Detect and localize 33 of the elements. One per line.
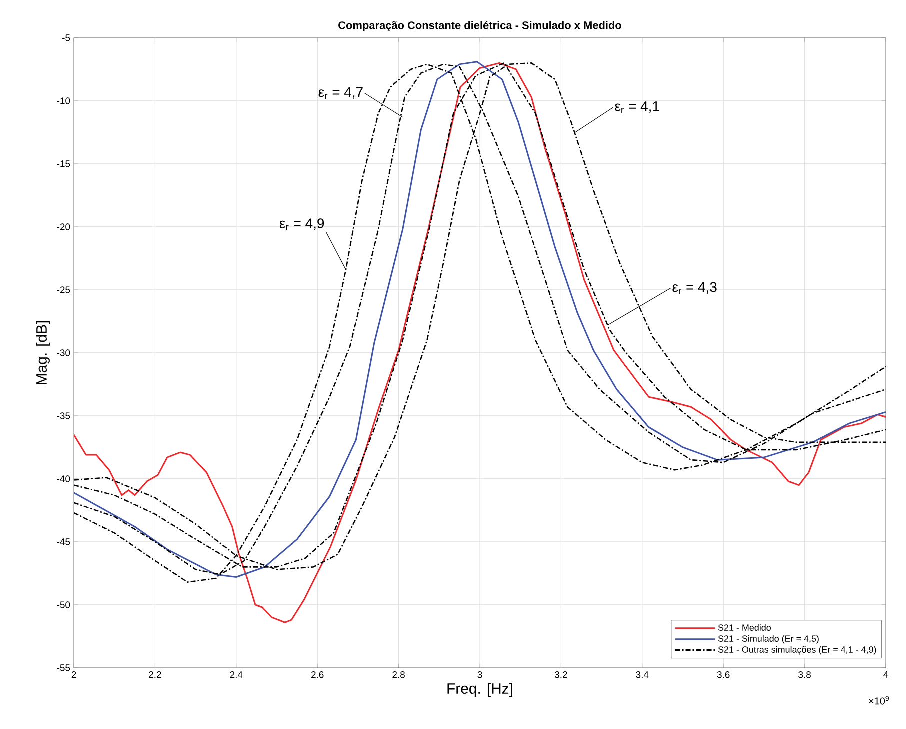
annotation: ε$_{r}$ = 4,1 (615, 102, 660, 114)
annotation: ε$_{r}$ = 4,9 (280, 218, 324, 231)
legend-label: S21 - Medido (718, 624, 771, 631)
x-tick-label: 3 (478, 672, 482, 678)
y-tick-label: -55 (57, 664, 70, 672)
annotation: ε$_{r}$ = 4,7 (318, 87, 363, 100)
y-tick-label: -15 (57, 160, 70, 168)
x-axis-title: Freq. [Hz] (448, 683, 512, 697)
text: ×10$^{9}$ (869, 696, 889, 705)
x-tick-label: 2.4 (230, 672, 243, 678)
y-tick-label: -25 (57, 286, 70, 294)
x-tick-label: 2 (72, 672, 76, 678)
annotation: ε$_{r}$ = 4,3 (672, 282, 717, 294)
y-axis-title: Mag. [dB] (36, 321, 50, 384)
y-tick-label: -35 (57, 412, 70, 420)
x-tick-label: 3.4 (636, 672, 649, 678)
y-tick-label: -45 (57, 538, 70, 546)
x-tick-label: 3.2 (554, 672, 568, 678)
x-tick-label: 2.8 (392, 672, 405, 678)
y-tick-label: -50 (57, 602, 70, 608)
x-tick-label: 3.8 (798, 672, 811, 678)
y-tick-label: -40 (57, 476, 70, 482)
y-tick-label: -30 (57, 350, 70, 356)
y-tick-label: -20 (57, 224, 70, 230)
chart-title: Comparação Constante dielétrica - Simulado x Medido (338, 21, 622, 32)
x-tick-label: 3.6 (717, 672, 730, 678)
x-tick-label: 4 (884, 672, 888, 678)
x-tick-label: 2.2 (149, 672, 162, 678)
legend-label: S21 - Outras simulações (Er = 4,1 - 4,9) (718, 646, 876, 655)
y-tick-label: -10 (57, 98, 70, 104)
legend-label: S21 - Simulado (Er = 4,5) (718, 635, 819, 644)
y-tick-label: -5 (62, 34, 70, 42)
x-tick-label: 2.6 (312, 672, 324, 678)
